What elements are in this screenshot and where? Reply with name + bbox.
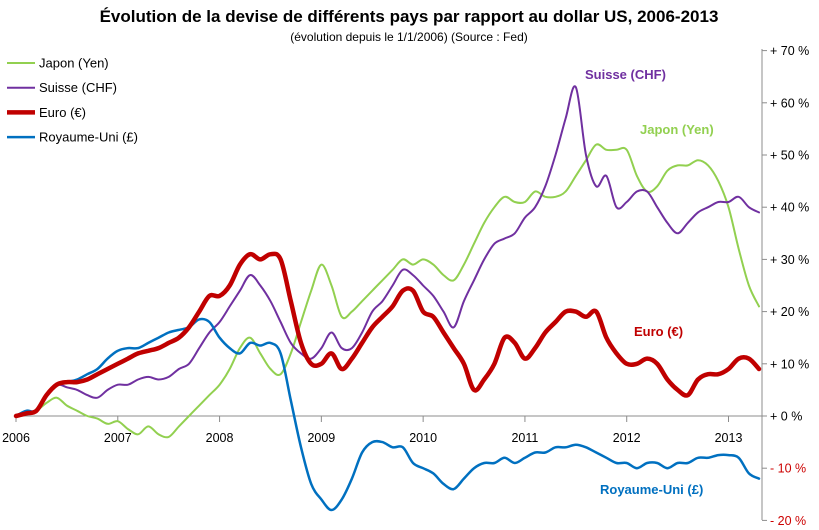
legend-label: Japon (Yen)	[39, 56, 109, 71]
chart-subtitle: (évolution depuis le 1/1/2006) (Source :…	[290, 30, 527, 44]
y-tick-label: + 50 %	[770, 149, 809, 163]
series-line-2	[13, 251, 762, 419]
y-tick-label: - 20 %	[770, 514, 806, 528]
x-tick-label: 2006	[2, 431, 30, 445]
legend-label: Euro (€)	[39, 105, 86, 120]
series-line-3	[14, 317, 761, 512]
y-tick-label: + 30 %	[770, 253, 809, 267]
series-line-0	[15, 143, 760, 439]
legend-label: Royaume-Uni (£)	[39, 130, 138, 145]
y-tick-label: + 20 %	[770, 305, 809, 319]
x-tick-label: 2010	[409, 431, 437, 445]
series-annotation: Japon (Yen)	[640, 122, 714, 137]
series-annotation: Euro (€)	[634, 324, 683, 339]
chart-title: Évolution de la devise de différents pay…	[100, 7, 719, 26]
y-tick-label: + 0 %	[770, 410, 802, 424]
x-axis-ticks: 2006 2007 2008 2009 2010 2011 2012 2013	[2, 416, 742, 445]
y-tick-label: + 70 %	[770, 44, 809, 58]
y-tick-label: - 10 %	[770, 462, 806, 476]
legend-label: Suisse (CHF)	[39, 80, 117, 95]
series-annotation: Royaume-Uni (£)	[600, 482, 703, 497]
x-tick-label: 2011	[511, 431, 538, 445]
y-tick-label: + 10 %	[770, 357, 809, 371]
series-line-1	[15, 85, 760, 417]
y-tick-label: + 40 %	[770, 201, 809, 215]
x-tick-label: 2008	[206, 431, 234, 445]
legend: Japon (Yen) Suisse (CHF) Euro (€) Royaume-U…	[7, 56, 138, 145]
x-tick-label: 2009	[307, 431, 335, 445]
series-layer	[13, 85, 762, 512]
series-annotation: Suisse (CHF)	[585, 67, 666, 82]
x-tick-label: 2007	[104, 431, 132, 445]
y-tick-label: + 60 %	[770, 96, 809, 110]
x-tick-label: 2013	[715, 431, 743, 445]
series-annotations: Japon (Yen) Suisse (CHF) Euro (€) Royaume-U…	[585, 67, 714, 497]
y-axis-ticks: + 70 % + 60 % + 50 % + 40 % + 30 % + 20 % + 10…	[762, 44, 809, 528]
x-tick-label: 2012	[613, 431, 641, 445]
